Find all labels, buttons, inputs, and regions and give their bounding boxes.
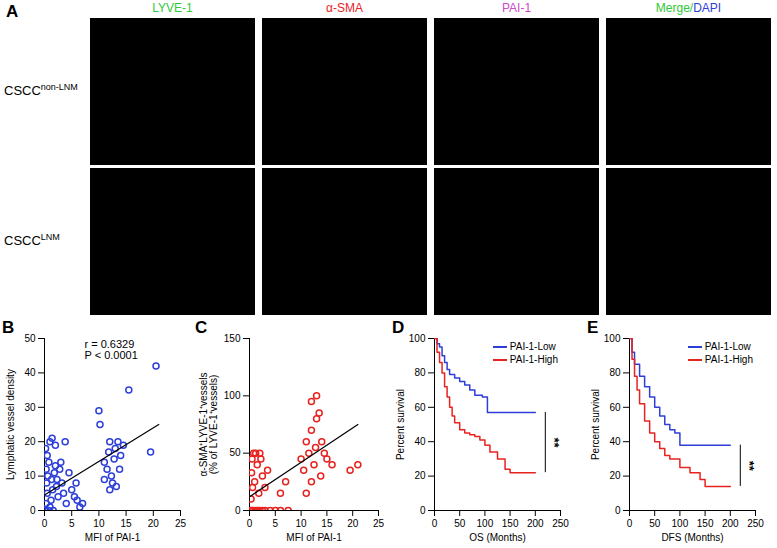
svg-text:100: 100: [477, 518, 494, 529]
html-text:PAI-1-High: PAI-1-High: [704, 354, 753, 365]
svg-text:0: 0: [247, 518, 253, 529]
svg-text:r = 0.6329P < 0.0001: r = 0.6329P < 0.0001: [85, 338, 138, 361]
svg-text:20: 20: [609, 470, 621, 481]
svg-text:20: 20: [148, 518, 160, 529]
svg-text:**: **: [547, 437, 562, 448]
svg-text:100: 100: [409, 333, 426, 344]
svg-text:30: 30: [24, 402, 36, 413]
html-text:B: B: [2, 318, 15, 337]
html-text:CSCCnon-LNM: CSCCnon-LNM: [4, 81, 78, 98]
svg-text:Percent survival: Percent survival: [395, 389, 406, 460]
svg-text:5: 5: [69, 518, 75, 529]
svg-text:10: 10: [296, 518, 308, 529]
svg-text:0: 0: [42, 518, 48, 529]
svg-text:20: 20: [347, 518, 359, 529]
svg-text:60: 60: [414, 402, 426, 413]
html-text:E: E: [587, 318, 599, 337]
svg-text:α-SMA⁺LYVE-1⁺vessels(% of LYVE: α-SMA⁺LYVE-1⁺vessels(% of LYVE-1⁺vessels…: [198, 373, 219, 477]
svg-text:0: 0: [627, 518, 633, 529]
svg-text:250: 250: [552, 518, 569, 529]
svg-text:150: 150: [224, 333, 241, 344]
html-text:PAI-1: PAI-1: [501, 1, 532, 15]
html-text:PAI-1-Low: PAI-1-Low: [509, 341, 556, 352]
svg-text:Lymphatic vessel density: Lymphatic vessel density: [5, 369, 16, 480]
svg-text:100: 100: [672, 518, 689, 529]
svg-text:80: 80: [609, 367, 621, 378]
svg-text:40: 40: [609, 436, 621, 447]
html-text:A: A: [6, 2, 19, 21]
svg-text:50: 50: [649, 518, 661, 529]
svg-text:80: 80: [414, 367, 426, 378]
svg-text:100: 100: [224, 390, 241, 401]
svg-text:50: 50: [454, 518, 466, 529]
svg-text:10: 10: [24, 470, 36, 481]
svg-text:150: 150: [697, 518, 714, 529]
svg-text:0: 0: [30, 505, 36, 516]
svg-text:250: 250: [747, 518, 764, 529]
svg-text:20: 20: [414, 470, 426, 481]
svg-text:50: 50: [24, 333, 36, 344]
svg-text:0: 0: [432, 518, 438, 529]
html-text:Merge/ DAPI: Merge/ DAPI: [655, 1, 722, 15]
svg-text:200: 200: [722, 518, 739, 529]
svg-text:200: 200: [527, 518, 544, 529]
svg-text:10: 10: [93, 518, 105, 529]
html-text:LYVE-1: LYVE-1: [152, 1, 193, 15]
svg-text:20: 20: [24, 436, 36, 447]
svg-text:15: 15: [121, 518, 133, 529]
svg-text:25: 25: [175, 518, 187, 529]
svg-text:OS (Months): OS (Months): [469, 532, 526, 543]
svg-text:**: **: [742, 461, 757, 472]
svg-text:DFS (Months): DFS (Months): [661, 532, 723, 543]
html-text:PAI-1-High: PAI-1-High: [509, 354, 558, 365]
svg-text:5: 5: [273, 518, 279, 529]
svg-text:Percent survival: Percent survival: [590, 389, 601, 460]
svg-text:40: 40: [414, 436, 426, 447]
svg-text:0: 0: [235, 505, 241, 516]
svg-text:MFI of PAI-1: MFI of PAI-1: [286, 532, 342, 543]
svg-text:0: 0: [615, 505, 621, 516]
svg-text:40: 40: [24, 367, 36, 378]
html-text:PAI-1-Low: PAI-1-Low: [704, 341, 751, 352]
svg-text:60: 60: [609, 402, 621, 413]
html-text:C: C: [195, 318, 208, 337]
svg-text:150: 150: [502, 518, 519, 529]
svg-text:100: 100: [604, 333, 621, 344]
svg-text:MFI of PAI-1: MFI of PAI-1: [85, 532, 141, 543]
svg-text:0: 0: [420, 505, 426, 516]
svg-text:50: 50: [229, 447, 241, 458]
svg-text:25: 25: [373, 518, 385, 529]
svg-text:15: 15: [321, 518, 333, 529]
html-text:CSCCLNM: CSCCLNM: [4, 231, 60, 248]
html-text:α-SMA: α-SMA: [326, 1, 363, 15]
html-text:D: D: [392, 318, 405, 337]
